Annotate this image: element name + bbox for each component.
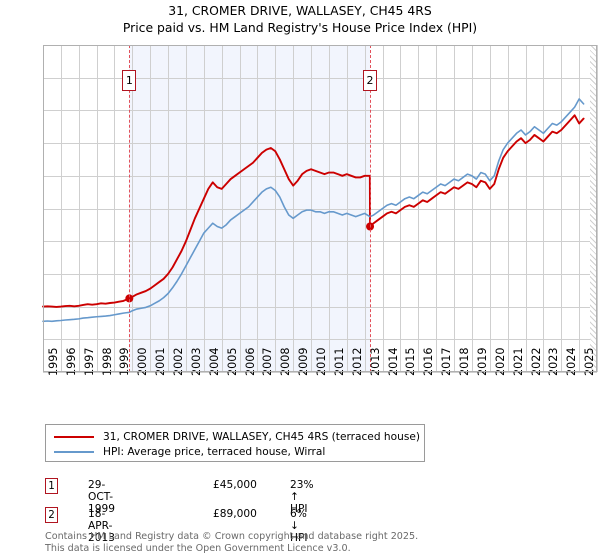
transaction-marker-badge[interactable]: 2	[363, 70, 378, 91]
legend-label-property: 31, CROMER DRIVE, WALLASEY, CH45 4RS (te…	[103, 430, 420, 443]
gridline-horizontal	[43, 339, 597, 341]
gridline-vertical	[436, 45, 438, 372]
gridline-vertical	[543, 45, 545, 372]
gridline-vertical	[168, 45, 170, 372]
transaction-marker-line	[370, 45, 372, 372]
gridline-vertical	[328, 45, 330, 372]
legend-label-hpi: HPI: Average price, terraced house, Wirr…	[103, 445, 326, 458]
gridline-vertical	[418, 45, 420, 372]
chart-legend: 31, CROMER DRIVE, WALLASEY, CH45 4RS (te…	[45, 424, 425, 462]
transaction-hpi-delta-1: 23% ↑ HPI	[290, 479, 314, 515]
gridline-vertical	[60, 45, 62, 372]
gridline-vertical	[293, 45, 295, 372]
gridline-vertical	[221, 45, 223, 372]
gridline-vertical	[489, 45, 491, 372]
gridline-vertical	[346, 45, 348, 372]
gridline-horizontal	[43, 372, 597, 373]
footer-line-1: Contains HM Land Registry data © Crown c…	[45, 531, 419, 542]
transaction-date-1: 29-OCT-1999	[88, 479, 115, 515]
plot-border	[43, 45, 597, 372]
gridline-horizontal	[43, 110, 597, 112]
transaction-marker-badge[interactable]: 1	[122, 70, 137, 91]
gridline-vertical	[579, 45, 581, 372]
gridline-vertical	[257, 45, 259, 372]
legend-item-property: 31, CROMER DRIVE, WALLASEY, CH45 4RS (te…	[54, 429, 420, 444]
gridline-vertical	[507, 45, 509, 372]
gridline-vertical	[96, 45, 98, 372]
gridline-vertical	[561, 45, 563, 372]
gridline-vertical	[471, 45, 473, 372]
gridline-vertical	[597, 45, 598, 372]
gridline-horizontal	[43, 306, 597, 308]
gridline-vertical	[364, 45, 366, 372]
transaction-number-1: 1	[45, 478, 58, 494]
hpi-average-line	[42, 98, 585, 323]
gridline-vertical	[311, 45, 313, 372]
gridline-vertical	[275, 45, 277, 372]
gridline-vertical	[78, 45, 80, 372]
gridline-vertical	[185, 45, 187, 372]
chart-title-block: 31, CROMER DRIVE, WALLASEY, CH45 4RS Pri…	[0, 2, 600, 36]
gridline-vertical	[150, 45, 152, 372]
gridline-horizontal	[43, 77, 597, 79]
plot-area: 12 £0£20K£40K£60K£80K£100K£120K£140K£160…	[42, 45, 598, 376]
property-price-line	[42, 114, 585, 308]
gridline-horizontal	[43, 241, 597, 243]
gridline-vertical	[525, 45, 527, 372]
gridline-horizontal	[43, 273, 597, 275]
page-subtitle: Price paid vs. HM Land Registry's House …	[122, 20, 478, 35]
gridline-vertical	[239, 45, 241, 372]
gridline-vertical	[203, 45, 205, 372]
legend-swatch-property	[54, 435, 94, 438]
gridline-horizontal	[43, 175, 597, 177]
gridline-horizontal	[43, 208, 597, 210]
footer-attribution: Contains HM Land Registry data © Crown c…	[45, 531, 565, 554]
transaction-marker-line	[129, 45, 131, 372]
future-hatch	[589, 45, 597, 372]
gridline-vertical	[454, 45, 456, 372]
transaction-date-2: 18-APR-2013	[88, 508, 115, 544]
legend-item-hpi: HPI: Average price, terraced house, Wirr…	[54, 444, 416, 459]
gridline-horizontal	[43, 143, 597, 145]
footer-line-2: This data is licensed under the Open Gov…	[45, 542, 351, 554]
transaction-number-2: 2	[45, 507, 58, 523]
page-title: 31, CROMER DRIVE, WALLASEY, CH45 4RS	[168, 3, 432, 18]
legend-swatch-hpi	[54, 450, 94, 453]
gridline-vertical	[400, 45, 402, 372]
transaction-price-2: £89,000	[213, 508, 257, 520]
gridline-vertical	[114, 45, 116, 372]
transaction-hpi-delta-2: 6% ↓ HPI	[290, 508, 308, 544]
gridline-vertical	[132, 45, 134, 372]
transaction-price-1: £45,000	[213, 479, 257, 491]
